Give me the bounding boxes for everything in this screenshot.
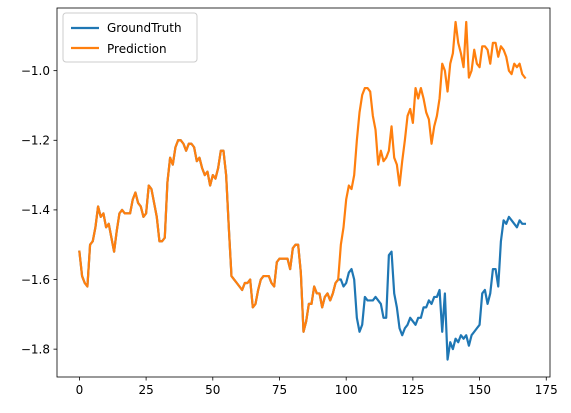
y-axis: −1.8 −1.6 −1.4 −1.2 −1.0 xyxy=(21,64,57,356)
legend-label-groundtruth: GroundTruth xyxy=(107,21,182,35)
y-tick-label: −1.2 xyxy=(21,134,50,148)
series-line-prediction xyxy=(78,20,527,333)
x-tick-label: 125 xyxy=(401,383,424,397)
legend-label-prediction: Prediction xyxy=(107,42,167,56)
y-tick-label: −1.4 xyxy=(21,203,50,217)
series-layer xyxy=(78,20,527,361)
x-tick-label: 75 xyxy=(272,383,287,397)
plot-frame xyxy=(56,7,551,378)
x-tick-label: 175 xyxy=(535,383,558,397)
x-axis: 0 25 50 75 100 125 150 175 xyxy=(76,377,558,397)
legend: GroundTruth Prediction xyxy=(62,12,198,63)
y-tick-label: −1.0 xyxy=(21,64,50,78)
x-tick-label: 0 xyxy=(76,383,84,397)
y-tick-label: −1.8 xyxy=(21,342,50,356)
x-tick-label: 25 xyxy=(138,383,153,397)
x-tick-label: 150 xyxy=(468,383,491,397)
x-tick-label: 50 xyxy=(205,383,220,397)
y-tick-label: −1.6 xyxy=(21,273,50,287)
legend-box xyxy=(62,12,198,63)
x-tick-label: 100 xyxy=(335,383,358,397)
